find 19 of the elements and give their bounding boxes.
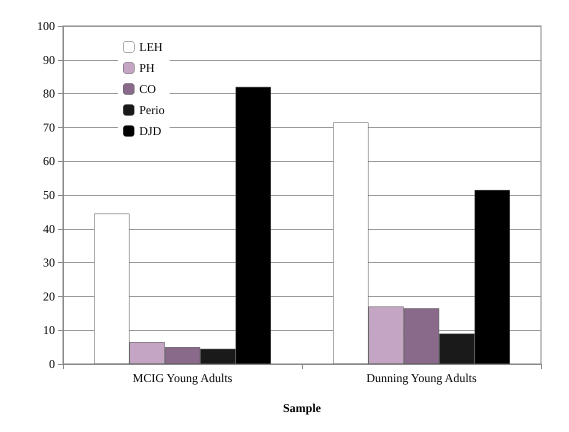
x-axis-title: Sample (282, 401, 322, 415)
y-tick-label: 60 (43, 154, 55, 168)
y-tick-label: 80 (43, 86, 55, 101)
y-tick-label: 30 (43, 256, 55, 270)
legend-label: DJD (139, 124, 162, 138)
y-tick-label: 20 (43, 289, 55, 304)
y-tick-label: 0 (49, 357, 55, 371)
x-tick-label: MCIG Young Adults (132, 371, 233, 385)
y-tick-label: 40 (43, 222, 55, 236)
legend-label: Perio (139, 103, 165, 117)
y-tick-label: 50 (43, 188, 55, 202)
x-tick-label: Dunning Young Adults (366, 371, 478, 385)
y-tick-label: 90 (43, 52, 55, 67)
y-tick-label: 70 (43, 120, 55, 134)
legend-label: CO (139, 82, 156, 96)
y-tick-label: 100 (37, 19, 55, 33)
y-tick-label: 10 (43, 323, 55, 338)
legend-label: LEH (139, 40, 163, 54)
legend-label: PH (139, 61, 155, 75)
